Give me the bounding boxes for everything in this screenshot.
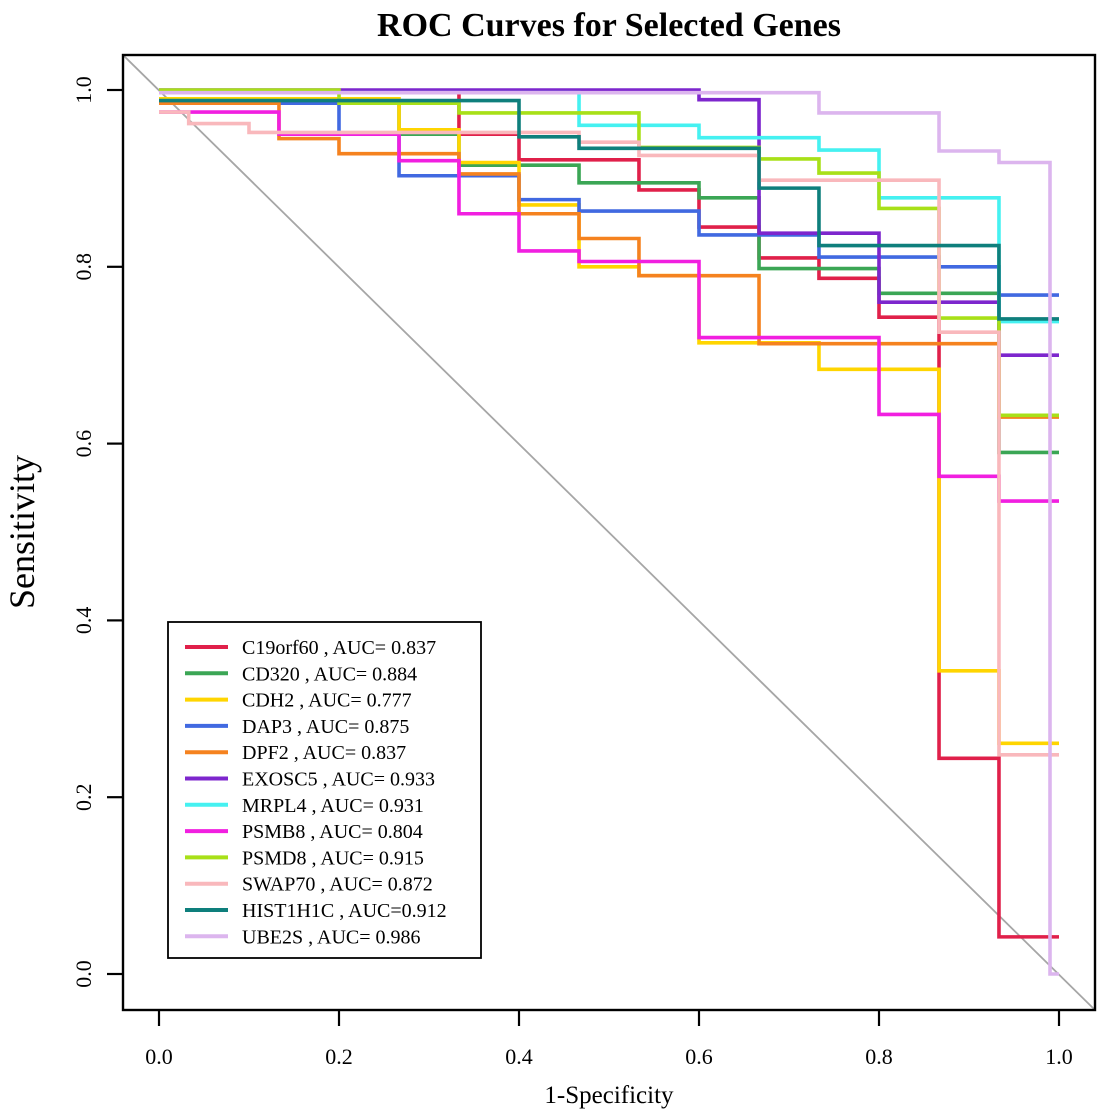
y-tick-label-1.0: 1.0 — [71, 76, 96, 104]
legend-item-PSMB8: PSMB8 , AUC= 0.804 — [185, 821, 423, 843]
roc-curve-CD320 — [159, 101, 1059, 455]
roc-curve-PSMB8 — [159, 110, 1059, 503]
roc-curve-UBE2S — [159, 90, 1059, 976]
y-axis-title: Sensitivity — [2, 455, 42, 609]
x-tick-label-0.0: 0.0 — [145, 1044, 173, 1069]
roc-curve-HIST1H1C — [159, 98, 1059, 321]
legend-label-PSMD8: PSMD8 , AUC= 0.915 — [242, 847, 424, 869]
legend-label-MRPL4: MRPL4 , AUC= 0.931 — [242, 795, 424, 817]
legend-box — [167, 621, 482, 959]
x-axis-title: 1-Specificity — [544, 1082, 674, 1109]
legend-item-DAP3: DAP3 , AUC= 0.875 — [185, 716, 409, 738]
legend-label-UBE2S: UBE2S , AUC= 0.986 — [242, 926, 421, 948]
legend-label-DPF2: DPF2 , AUC= 0.837 — [242, 742, 406, 764]
x-tick-label-0.4: 0.4 — [505, 1044, 533, 1069]
legend-label-SWAP70: SWAP70 , AUC= 0.872 — [242, 874, 433, 896]
legend: C19orf60 , AUC= 0.837 CD320 , AUC= 0.884 C… — [167, 621, 482, 959]
y-tick-label-0.4: 0.4 — [71, 607, 96, 635]
x-tick-label-0.8: 0.8 — [865, 1044, 893, 1069]
x-tick-label-0.2: 0.2 — [325, 1044, 353, 1069]
x-tick-label-1.0: 1.0 — [1045, 1044, 1073, 1069]
legend-label-DAP3: DAP3 , AUC= 0.875 — [242, 716, 409, 738]
plot-border — [121, 53, 1097, 1012]
legend-label-PSMB8: PSMB8 , AUC= 0.804 — [242, 821, 423, 843]
legend-item-MRPL4: MRPL4 , AUC= 0.931 — [185, 795, 424, 817]
legend-label-EXOSC5: EXOSC5 , AUC= 0.933 — [242, 769, 435, 791]
legend-label-CD320: CD320 , AUC= 0.884 — [242, 663, 417, 685]
roc-curve-PSMD8 — [159, 88, 1059, 418]
legend-item-HIST1H1C: HIST1H1C , AUC=0.912 — [185, 900, 447, 922]
y-tick-label-0.8: 0.8 — [71, 253, 96, 281]
axis-layer: 0.0 0.2 0.4 0.6 0.8 1.0 0.0 0.2 0.4 0.6 0.8 1.0 — [71, 76, 1073, 1069]
roc-curve-DPF2 — [159, 101, 1059, 419]
legend-item-PSMD8: PSMD8 , AUC= 0.915 — [185, 847, 424, 869]
chart-title: ROC Curves for Selected Genes — [377, 7, 841, 44]
legend-item-SWAP70: SWAP70 , AUC= 0.872 — [185, 874, 433, 896]
y-tick-label-0.0: 0.0 — [71, 960, 96, 988]
legend-item-DPF2: DPF2 , AUC= 0.837 — [185, 742, 406, 764]
legend-label-CDH2: CDH2 , AUC= 0.777 — [242, 690, 412, 712]
y-tick-label-0.2: 0.2 — [71, 783, 96, 811]
x-tick-label-0.6: 0.6 — [685, 1044, 713, 1069]
legend-label-HIST1H1C: HIST1H1C , AUC=0.912 — [242, 900, 447, 922]
legend-item-CDH2: CDH2 , AUC= 0.777 — [185, 690, 412, 712]
legend-item-EXOSC5: EXOSC5 , AUC= 0.933 — [185, 769, 435, 791]
legend-label-C19orf60: C19orf60 , AUC= 0.837 — [242, 637, 436, 659]
chance-diagonal-line — [122, 54, 1096, 1011]
plot-layer — [122, 54, 1096, 1011]
roc-curve-MRPL4 — [159, 90, 1059, 324]
legend-item-UBE2S: UBE2S , AUC= 0.986 — [185, 926, 421, 948]
legend-item-C19orf60: C19orf60 , AUC= 0.837 — [185, 637, 436, 659]
legend-item-CD320: CD320 , AUC= 0.884 — [185, 663, 417, 685]
y-tick-label-0.6: 0.6 — [71, 430, 96, 458]
